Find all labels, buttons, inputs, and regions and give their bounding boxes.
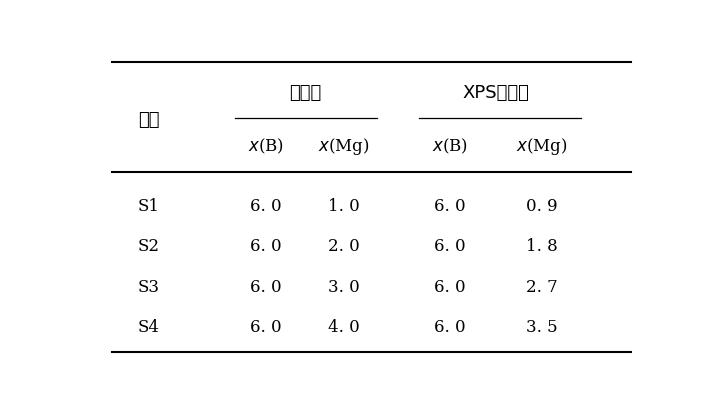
Text: 0. 9: 0. 9 — [526, 198, 558, 215]
Text: 期望値: 期望値 — [289, 84, 321, 102]
Text: 1. 8: 1. 8 — [526, 239, 558, 256]
Text: S1: S1 — [138, 198, 160, 215]
Text: 2. 0: 2. 0 — [328, 239, 360, 256]
Text: 4. 0: 4. 0 — [328, 319, 360, 336]
Text: S3: S3 — [138, 279, 160, 296]
Text: $x$(B): $x$(B) — [248, 137, 284, 156]
Text: 样品: 样品 — [138, 111, 159, 129]
Text: 6. 0: 6. 0 — [434, 198, 466, 215]
Text: 6. 0: 6. 0 — [250, 319, 282, 336]
Text: 6. 0: 6. 0 — [250, 279, 282, 296]
Text: 6. 0: 6. 0 — [250, 239, 282, 256]
Text: 6. 0: 6. 0 — [434, 319, 466, 336]
Text: $x$(Mg): $x$(Mg) — [516, 135, 568, 157]
Text: XPS测试値: XPS测试値 — [463, 84, 530, 102]
Text: $x$(B): $x$(B) — [432, 137, 468, 156]
Text: 2. 7: 2. 7 — [526, 279, 558, 296]
Text: S2: S2 — [138, 239, 160, 256]
Text: S4: S4 — [138, 319, 160, 336]
Text: 3. 5: 3. 5 — [526, 319, 558, 336]
Text: 6. 0: 6. 0 — [434, 279, 466, 296]
Text: 1. 0: 1. 0 — [328, 198, 360, 215]
Text: 6. 0: 6. 0 — [250, 198, 282, 215]
Text: 6. 0: 6. 0 — [434, 239, 466, 256]
Text: 3. 0: 3. 0 — [328, 279, 360, 296]
Text: $x$(Mg): $x$(Mg) — [318, 135, 369, 157]
